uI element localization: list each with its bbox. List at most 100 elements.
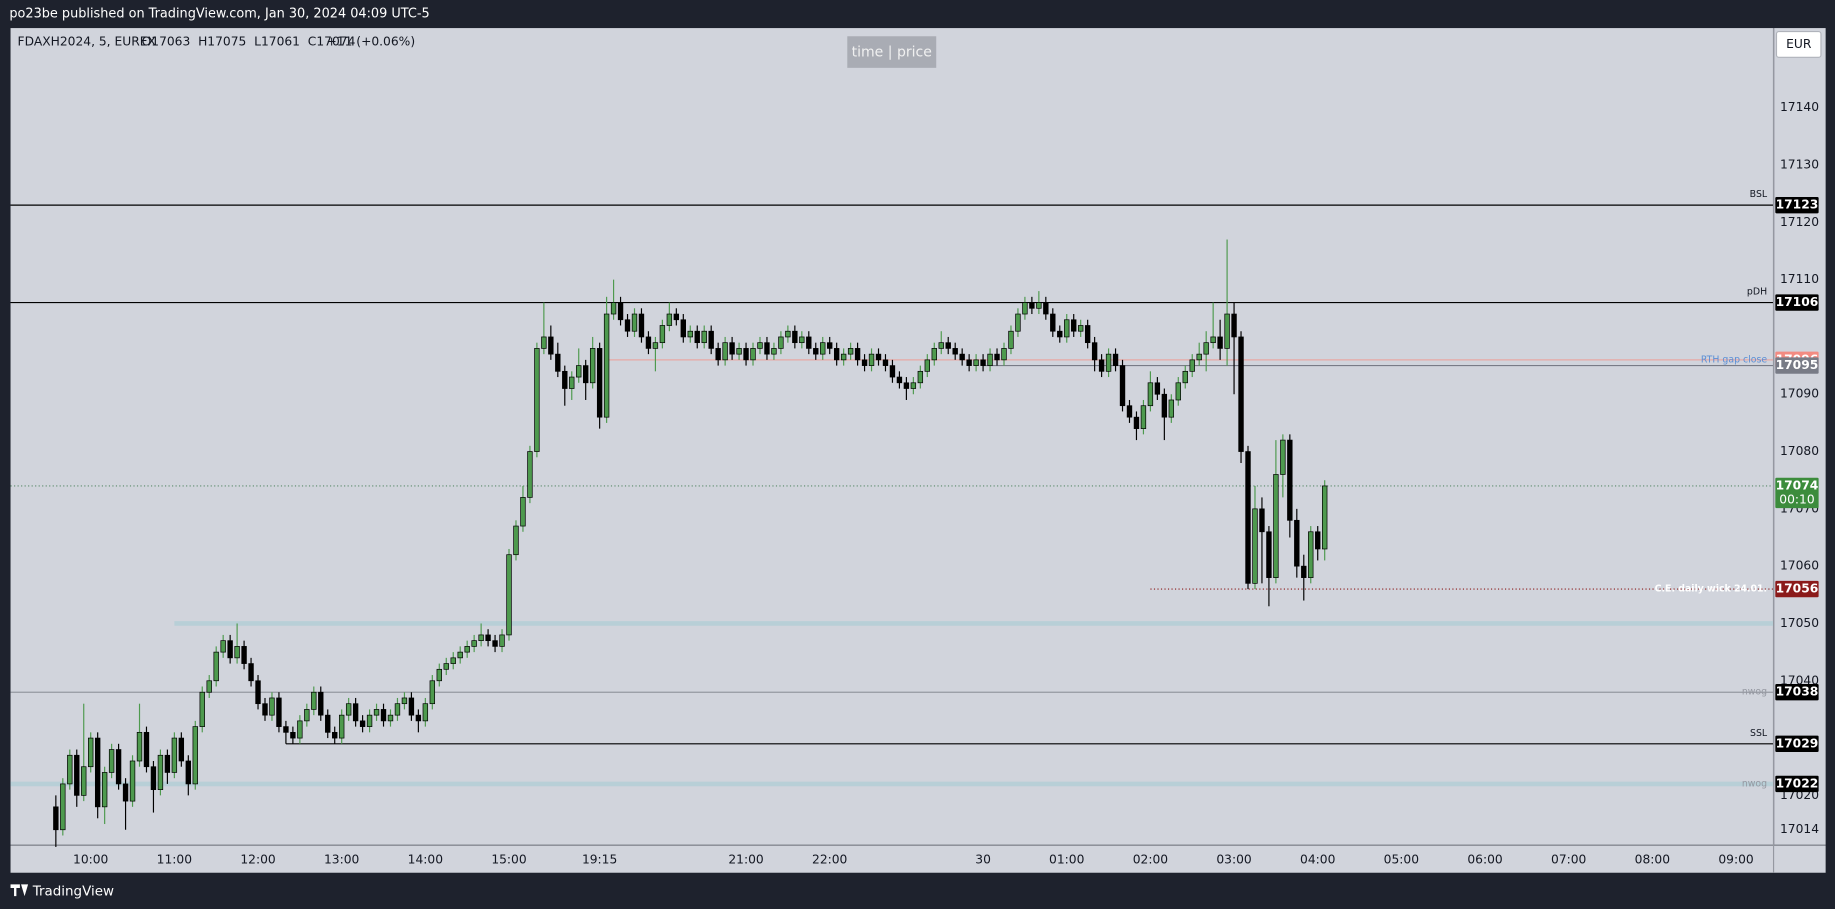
- candle-body: [778, 336, 784, 349]
- x-tick-label: 11:00: [157, 852, 192, 866]
- candle-body: [1203, 342, 1209, 355]
- candle-body: [743, 348, 749, 361]
- y-tick-label: 17040: [1780, 673, 1819, 687]
- candle-body: [799, 336, 805, 344]
- candle-body: [847, 348, 854, 355]
- candle-body: [1182, 370, 1188, 384]
- candle-body: [325, 714, 331, 733]
- x-tick-label: 05:00: [1384, 852, 1419, 866]
- level-text: pDH: [1747, 287, 1767, 298]
- candle-body: [1064, 319, 1070, 338]
- price-tag: [1775, 684, 1819, 701]
- candle-body: [896, 376, 903, 384]
- candle-body: [617, 302, 624, 321]
- candle-body: [492, 640, 498, 647]
- candle-body: [1217, 336, 1223, 349]
- candle-body: [631, 313, 638, 332]
- candle-body: [136, 731, 143, 762]
- level-text: nwog: [1742, 778, 1767, 789]
- candle-body: [589, 348, 596, 384]
- candle-body: [1126, 405, 1133, 418]
- candle-body: [380, 709, 387, 722]
- x-tick-label: 19:15: [582, 852, 617, 866]
- y-tick-label: 17050: [1780, 616, 1819, 630]
- price-axis: [1774, 28, 1826, 845]
- currency-box[interactable]: [1775, 31, 1822, 58]
- candle-body: [624, 319, 631, 332]
- candle-body: [931, 348, 937, 361]
- candle-body: [771, 348, 777, 355]
- candle-body: [318, 691, 324, 716]
- change-legend: +11 (+0.06%): [327, 35, 416, 49]
- price-tag-label: 17074: [1776, 478, 1819, 492]
- candle-body: [88, 737, 94, 768]
- y-tick-label: 17014: [1780, 822, 1819, 836]
- candle-body: [820, 342, 826, 355]
- candle-body: [1287, 439, 1293, 521]
- countdown: 00:10: [1779, 492, 1814, 506]
- candle-body: [506, 554, 512, 636]
- x-tick-label: 07:00: [1551, 852, 1586, 866]
- candle-body: [694, 330, 700, 344]
- candle-body: [436, 668, 442, 682]
- price-tag-label: 17056: [1776, 582, 1819, 596]
- candle-body: [332, 731, 338, 739]
- candle-body: [917, 370, 924, 384]
- candle-body: [352, 703, 359, 722]
- candle-body: [199, 691, 205, 727]
- candle-body: [241, 646, 247, 664]
- candle-body: [1043, 302, 1049, 315]
- candle-body: [101, 772, 108, 808]
- candle-body: [840, 353, 847, 361]
- currency[interactable]: EUR: [1786, 37, 1812, 51]
- candle-body: [248, 663, 254, 682]
- candle-body: [1175, 382, 1181, 401]
- y-tick-label: 17080: [1780, 444, 1819, 458]
- candle-body: [980, 359, 986, 366]
- candle-body: [722, 342, 728, 361]
- candle-body: [1273, 474, 1279, 578]
- candle-body: [1161, 393, 1168, 418]
- candle-body: [1112, 353, 1119, 366]
- candle-body: [854, 348, 861, 361]
- price-tag-label: 17123: [1776, 198, 1819, 212]
- candle-body: [680, 319, 686, 338]
- candle-body: [415, 714, 422, 722]
- candle-body: [610, 302, 617, 315]
- candle-body: [736, 348, 742, 355]
- candle-body: [255, 680, 261, 705]
- candle-body: [499, 634, 505, 647]
- x-tick-label: 03:00: [1216, 852, 1251, 866]
- candle-body: [67, 754, 73, 785]
- candle-body: [1105, 353, 1112, 372]
- candle-body: [1050, 313, 1056, 332]
- candle-body: [366, 714, 373, 727]
- candle-body: [966, 359, 972, 366]
- candle-body: [81, 766, 87, 796]
- candle-body: [1057, 330, 1063, 338]
- candle-body: [234, 646, 240, 659]
- candle-body: [1315, 531, 1321, 550]
- candle-body: [708, 330, 714, 349]
- candle-body: [520, 497, 526, 527]
- candle-body: [785, 330, 791, 338]
- candle-body: [861, 359, 868, 366]
- candle-body: [269, 697, 275, 716]
- y-tick-label: 17060: [1780, 559, 1819, 573]
- y-tick-label: 17110: [1780, 272, 1819, 286]
- brand-logo: [10, 884, 29, 897]
- candle-body: [1001, 348, 1007, 361]
- candle-body: [1084, 325, 1091, 344]
- candle-body: [213, 651, 219, 682]
- candle-body: [1301, 565, 1307, 578]
- x-tick-label: 04:00: [1300, 852, 1335, 866]
- candle-body: [596, 348, 603, 418]
- candle-body: [471, 640, 477, 647]
- candle-body: [729, 342, 735, 355]
- candle-body: [262, 703, 268, 716]
- candle-body: [527, 451, 533, 498]
- candle-body: [122, 783, 129, 802]
- candle-body: [1119, 365, 1126, 407]
- candle-body: [764, 342, 770, 355]
- candle-body: [1252, 508, 1258, 584]
